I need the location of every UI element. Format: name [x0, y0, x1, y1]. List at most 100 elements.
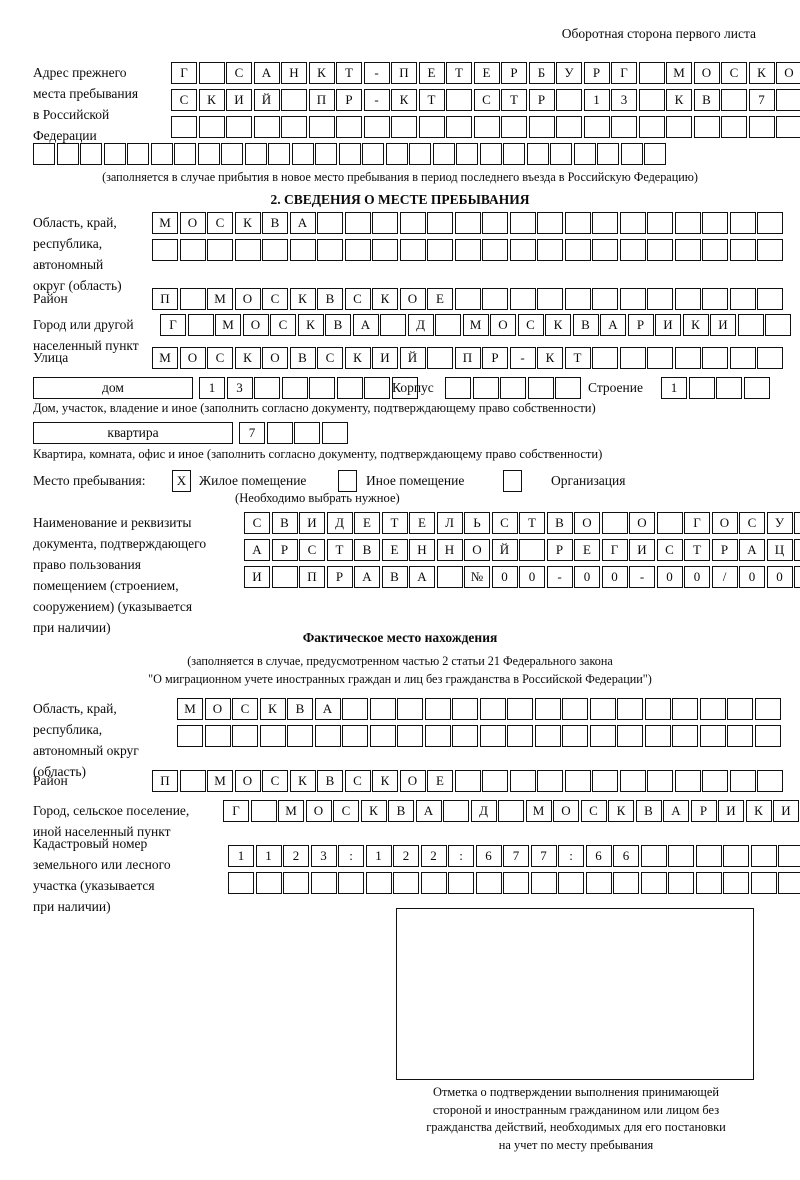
char-cell[interactable] — [638, 89, 665, 111]
char-cell[interactable]: Е — [574, 539, 600, 561]
char-cell[interactable] — [454, 239, 481, 261]
char-cell[interactable] — [380, 314, 406, 336]
region-row[interactable] — [152, 239, 785, 261]
char-cell[interactable]: И — [710, 314, 736, 336]
char-cell[interactable]: И — [629, 539, 655, 561]
char-cell[interactable]: Г — [223, 800, 249, 822]
char-cell[interactable] — [723, 872, 749, 894]
char-cell[interactable]: Р — [583, 62, 610, 84]
char-cell[interactable]: В — [354, 539, 380, 561]
char-cell[interactable]: Т — [684, 539, 710, 561]
char-cell[interactable]: Р — [627, 314, 654, 336]
char-cell[interactable]: М — [207, 770, 233, 792]
char-cell[interactable] — [271, 566, 298, 588]
char-cell[interactable] — [509, 770, 536, 792]
char-cell[interactable] — [283, 872, 309, 894]
char-cell[interactable]: К — [748, 62, 775, 84]
char-cell[interactable]: О — [305, 800, 332, 822]
char-cell[interactable] — [479, 698, 506, 720]
char-cell[interactable]: Г — [611, 62, 637, 84]
char-cell[interactable] — [393, 872, 419, 894]
char-cell[interactable] — [479, 725, 506, 747]
char-cell[interactable]: С — [207, 212, 233, 234]
char-cell[interactable]: И — [718, 800, 744, 822]
char-cell[interactable] — [727, 698, 753, 720]
char-cell[interactable] — [427, 212, 453, 234]
char-cell[interactable] — [592, 212, 618, 234]
char-cell[interactable]: С — [491, 512, 518, 534]
char-cell[interactable]: В — [546, 512, 573, 534]
char-cell[interactable] — [448, 872, 474, 894]
char-cell[interactable] — [197, 143, 220, 165]
char-cell[interactable] — [776, 116, 800, 138]
char-cell[interactable] — [187, 314, 214, 336]
char-cell[interactable] — [754, 725, 781, 747]
char-cell[interactable]: Р — [482, 347, 508, 369]
char-cell[interactable]: С — [517, 314, 544, 336]
char-cell[interactable]: Н — [281, 62, 307, 84]
char-cell[interactable] — [259, 725, 286, 747]
char-cell[interactable] — [729, 212, 756, 234]
char-cell[interactable]: М — [666, 62, 692, 84]
char-cell[interactable]: 3 — [310, 845, 337, 867]
char-cell[interactable] — [702, 212, 728, 234]
char-cell[interactable] — [519, 539, 545, 561]
char-cell[interactable] — [619, 770, 646, 792]
char-cell[interactable]: К — [289, 770, 316, 792]
char-cell[interactable] — [564, 239, 591, 261]
char-cell[interactable] — [234, 239, 261, 261]
char-cell[interactable] — [613, 872, 639, 894]
char-cell[interactable] — [424, 698, 451, 720]
char-cell[interactable] — [385, 143, 408, 165]
char-cell[interactable]: Т — [418, 89, 445, 111]
char-cell[interactable]: К — [608, 800, 634, 822]
char-cell[interactable]: Г — [160, 314, 186, 336]
char-cell[interactable] — [321, 422, 348, 444]
char-cell[interactable] — [748, 116, 775, 138]
confirmation-stamp-box[interactable] — [396, 908, 754, 1080]
char-cell[interactable] — [309, 377, 335, 399]
char-cell[interactable] — [501, 116, 527, 138]
char-cell[interactable]: С — [270, 314, 296, 336]
char-cell[interactable] — [338, 143, 361, 165]
char-cell[interactable] — [620, 143, 643, 165]
char-cell[interactable]: К — [545, 314, 571, 336]
char-cell[interactable] — [171, 116, 197, 138]
char-cell[interactable] — [589, 725, 616, 747]
char-cell[interactable]: А — [289, 212, 316, 234]
char-cell[interactable] — [583, 116, 610, 138]
char-cell[interactable]: 1 — [199, 377, 225, 399]
char-cell[interactable] — [757, 347, 783, 369]
char-cell[interactable]: О — [553, 800, 579, 822]
char-cell[interactable] — [729, 288, 756, 310]
char-cell[interactable]: К — [234, 347, 261, 369]
char-cell[interactable] — [702, 288, 728, 310]
document-row[interactable]: СВИДЕТЕЛЬСТВООГОСУД — [244, 512, 800, 534]
char-cell[interactable]: И — [244, 566, 270, 588]
char-cell[interactable] — [232, 725, 258, 747]
char-cell[interactable]: К — [537, 347, 563, 369]
char-cell[interactable]: К — [682, 314, 709, 336]
char-cell[interactable] — [424, 725, 451, 747]
char-cell[interactable]: А — [739, 539, 765, 561]
char-cell[interactable]: К — [372, 770, 398, 792]
char-cell[interactable]: С — [244, 512, 270, 534]
char-cell[interactable] — [647, 288, 673, 310]
char-cell[interactable] — [750, 845, 777, 867]
char-cell[interactable] — [695, 872, 722, 894]
char-cell[interactable]: 7 — [748, 89, 775, 111]
char-cell[interactable] — [365, 872, 392, 894]
char-cell[interactable]: С — [473, 89, 500, 111]
char-cell[interactable] — [723, 845, 749, 867]
char-cell[interactable] — [369, 698, 396, 720]
char-cell[interactable] — [585, 872, 612, 894]
char-cell[interactable]: Е — [409, 512, 435, 534]
char-cell[interactable]: О — [234, 288, 261, 310]
char-cell[interactable] — [409, 143, 431, 165]
